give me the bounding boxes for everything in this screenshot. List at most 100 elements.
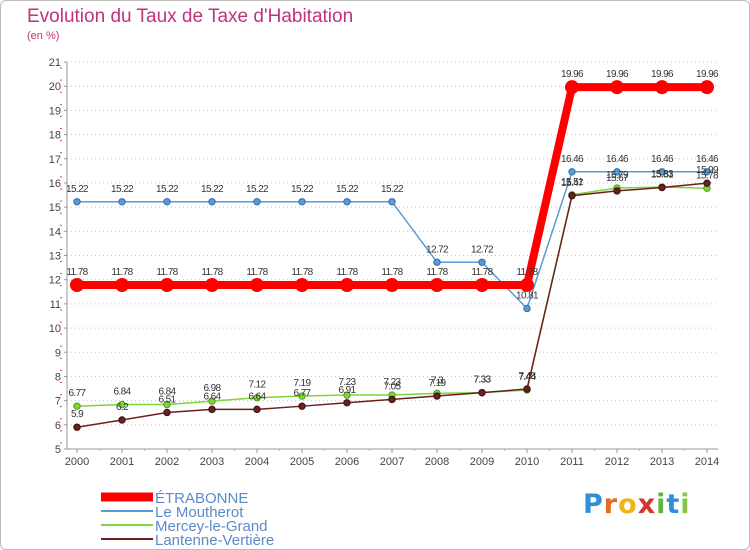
data-label: 15.22	[201, 184, 224, 195]
data-label: 19.96	[606, 69, 629, 80]
logo-letter: o	[618, 489, 638, 520]
data-label: 15.22	[336, 184, 359, 195]
x-tick-label: 2003	[200, 456, 224, 468]
data-point	[298, 198, 306, 206]
data-label: 11.78	[471, 267, 493, 278]
data-point	[250, 278, 264, 293]
x-tick-label: 2007	[380, 456, 404, 468]
data-label: 11.78	[426, 267, 448, 278]
data-label: 6.98	[203, 383, 221, 394]
data-label: 7.44	[518, 372, 536, 383]
data-label: 15.22	[291, 184, 314, 195]
data-point	[703, 179, 711, 187]
data-label: 15.51	[561, 177, 584, 188]
y-tick-label: 10	[49, 323, 61, 335]
data-label: 15.22	[156, 184, 179, 195]
data-point	[613, 187, 621, 195]
y-axis: 5 6 7 8 9 10 11 12 13 14 15 16 17 18 19 20 21	[49, 57, 68, 456]
y-tick-label: 8	[55, 371, 61, 383]
data-label: 6.84	[113, 386, 131, 397]
y-tick-label: 6	[55, 420, 61, 432]
data-labels-layer: 11.78 11.78 11.78 11.78 11.78 11.78 11.78 11.78…	[66, 69, 720, 420]
data-point	[343, 391, 351, 399]
data-label: 6.77	[68, 388, 86, 399]
data-point	[205, 278, 219, 293]
data-label: 7.33	[473, 375, 491, 386]
data-point	[610, 80, 624, 95]
data-point	[658, 183, 666, 192]
series-layer	[70, 80, 714, 431]
data-label: 15.83	[651, 169, 674, 180]
data-label: 15.22	[111, 184, 134, 195]
data-label: 15.99	[696, 165, 719, 176]
logo-letter: t	[666, 489, 681, 520]
data-point	[703, 168, 711, 176]
data-point	[208, 405, 216, 414]
y-tick-label: 12	[49, 275, 61, 287]
data-point	[568, 168, 576, 176]
data-point	[478, 388, 486, 397]
data-label: 12.72	[471, 244, 494, 255]
data-label: 6.64	[203, 391, 221, 402]
data-point	[613, 168, 621, 176]
y-tick-label: 11	[50, 299, 61, 311]
data-point	[160, 278, 174, 293]
data-point	[118, 198, 126, 206]
data-label: 15.81	[651, 170, 674, 181]
y-tick-label: 5	[55, 444, 61, 456]
y-tick-label: 13	[49, 251, 61, 263]
data-point	[163, 400, 171, 409]
data-point	[73, 423, 81, 431]
logo-letter: x	[637, 489, 657, 520]
data-point	[565, 80, 579, 95]
data-point	[253, 394, 261, 402]
x-tick-label: 2004	[245, 456, 269, 468]
data-label: 11.78	[201, 267, 223, 278]
data-label: 16.46	[651, 154, 674, 165]
data-point	[298, 402, 306, 410]
data-point	[208, 397, 216, 405]
data-point	[388, 395, 396, 404]
data-point	[433, 258, 441, 266]
data-point	[73, 402, 81, 410]
x-tick-label: 2011	[560, 456, 584, 468]
data-label: 7.19	[293, 378, 311, 389]
data-label: 7.19	[428, 378, 446, 389]
y-tick-label: 19	[49, 105, 61, 117]
data-point	[343, 399, 351, 407]
x-axis: 2000 2001 2002 2003 2004 2005 2006 2007 2008 2009…	[65, 448, 719, 468]
data-point	[700, 80, 714, 95]
chart-subtitle: (en %)	[27, 30, 60, 42]
data-label: 11.78	[516, 267, 538, 278]
logo-letter: i	[656, 489, 667, 520]
data-label: 15.78	[696, 170, 719, 181]
data-point	[298, 392, 306, 400]
data-label: 16.46	[561, 154, 584, 165]
data-point	[343, 198, 351, 206]
data-label: 10.81	[516, 290, 539, 301]
x-tick-label: 2008	[425, 456, 449, 468]
data-label: 11.78	[381, 267, 403, 278]
data-label: 11.78	[111, 267, 133, 278]
data-label: 6.77	[293, 388, 311, 399]
data-label: 7.23	[338, 377, 356, 388]
data-point	[388, 198, 396, 206]
data-label: 19.96	[651, 69, 674, 80]
data-label: 15.22	[381, 184, 404, 195]
x-tick-label: 2009	[470, 456, 494, 468]
data-point	[163, 198, 171, 206]
data-label: 11.78	[156, 267, 178, 278]
data-point	[118, 400, 126, 409]
data-point	[523, 385, 531, 393]
data-point	[523, 304, 531, 313]
data-label: 7.12	[248, 380, 266, 391]
data-label: 7.3	[431, 375, 444, 386]
data-point	[73, 198, 81, 206]
x-tick-label: 2006	[335, 456, 359, 468]
data-point	[118, 416, 126, 424]
x-tick-label: 2013	[650, 456, 674, 468]
y-tick-label: 18	[49, 130, 61, 142]
